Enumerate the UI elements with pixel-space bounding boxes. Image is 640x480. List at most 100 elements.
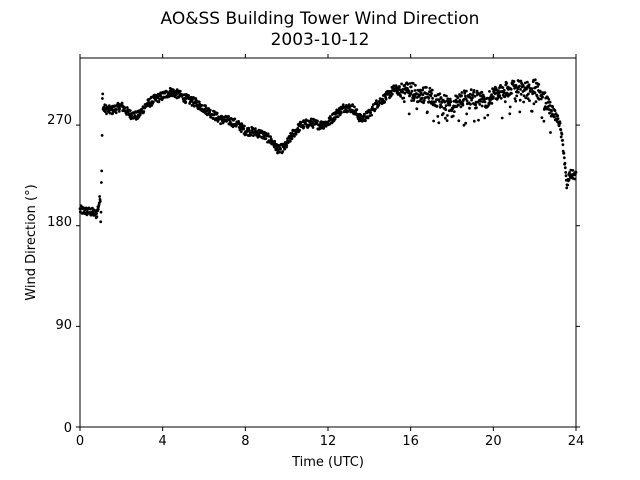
data-point <box>457 103 460 107</box>
data-point <box>427 96 431 100</box>
data-point <box>204 104 207 107</box>
data-point <box>123 106 127 110</box>
data-point <box>228 120 232 123</box>
data-point <box>344 106 348 109</box>
data-point <box>480 104 484 108</box>
data-point <box>415 92 418 95</box>
data-point <box>503 95 507 99</box>
data-point <box>459 105 463 109</box>
data-point <box>175 93 178 96</box>
data-point <box>472 119 476 123</box>
data-point <box>475 89 479 93</box>
data-point <box>178 89 182 93</box>
data-point <box>425 86 428 89</box>
data-point <box>115 108 118 112</box>
data-point <box>444 104 448 107</box>
x-tick-label: 24 <box>568 434 585 449</box>
data-point <box>140 107 144 111</box>
data-point <box>193 104 196 108</box>
data-point <box>533 78 537 82</box>
data-point <box>266 132 270 136</box>
data-point <box>374 107 377 111</box>
data-point <box>518 110 522 114</box>
x-tick-label: 12 <box>320 434 337 449</box>
x-tick-label: 4 <box>159 434 167 449</box>
data-point <box>100 181 103 184</box>
data-point <box>537 83 541 86</box>
data-point <box>355 108 359 112</box>
data-point <box>159 95 163 98</box>
data-point <box>407 89 411 93</box>
data-point <box>427 100 431 103</box>
data-point <box>273 139 277 143</box>
y-tick-label: 0 <box>64 421 72 436</box>
data-point <box>469 88 473 92</box>
data-point <box>138 113 142 117</box>
x-axis: 0 4 8 12 16 20 24 <box>76 54 584 449</box>
data-point <box>125 106 129 109</box>
data-point <box>432 119 435 123</box>
data-point <box>541 95 544 99</box>
data-point <box>556 117 560 120</box>
data-point <box>449 100 453 104</box>
data-point <box>421 93 425 96</box>
data-point <box>561 138 564 142</box>
data-point <box>422 101 425 105</box>
data-point <box>293 134 296 138</box>
data-point <box>558 121 562 125</box>
data-point <box>98 200 102 203</box>
data-point <box>403 91 407 95</box>
data-point <box>512 80 516 83</box>
data-point <box>233 117 237 121</box>
data-point <box>298 128 301 132</box>
data-point <box>557 124 561 128</box>
data-point <box>446 97 450 101</box>
data-point <box>497 91 501 95</box>
data-point <box>563 166 567 170</box>
data-point <box>440 105 443 109</box>
data-point <box>491 87 494 91</box>
data-point <box>462 123 466 127</box>
data-point <box>435 104 439 108</box>
data-point <box>559 135 563 139</box>
data-point <box>477 118 480 122</box>
data-point <box>540 116 544 119</box>
data-point <box>548 111 551 115</box>
data-point <box>421 88 424 92</box>
data-point <box>415 107 419 111</box>
data-point <box>436 115 440 118</box>
data-point <box>527 83 531 87</box>
data-point <box>536 85 540 88</box>
data-point <box>276 148 280 151</box>
data-point <box>478 99 482 103</box>
data-point <box>518 84 521 88</box>
data-point <box>412 99 416 102</box>
data-point <box>157 100 161 104</box>
data-point <box>499 96 503 100</box>
data-point <box>184 100 188 104</box>
data-point <box>413 89 417 92</box>
data-point <box>465 89 468 93</box>
data-point <box>191 98 194 102</box>
data-point <box>200 103 204 107</box>
data-point <box>469 102 472 106</box>
data-point <box>554 112 558 116</box>
data-point <box>457 119 461 123</box>
data-point <box>247 128 251 132</box>
data-point <box>544 101 548 105</box>
data-point <box>410 89 414 93</box>
y-tick-label: 180 <box>47 215 72 230</box>
data-point <box>486 113 490 117</box>
data-point <box>351 103 354 106</box>
data-point <box>482 98 486 102</box>
data-point <box>103 110 107 113</box>
data-point <box>483 116 487 120</box>
data-point <box>345 104 348 107</box>
data-point <box>543 91 547 94</box>
data-point <box>189 95 193 99</box>
data-point <box>419 91 423 94</box>
data-point <box>446 114 449 117</box>
data-point <box>311 126 315 129</box>
data-point <box>492 89 496 93</box>
